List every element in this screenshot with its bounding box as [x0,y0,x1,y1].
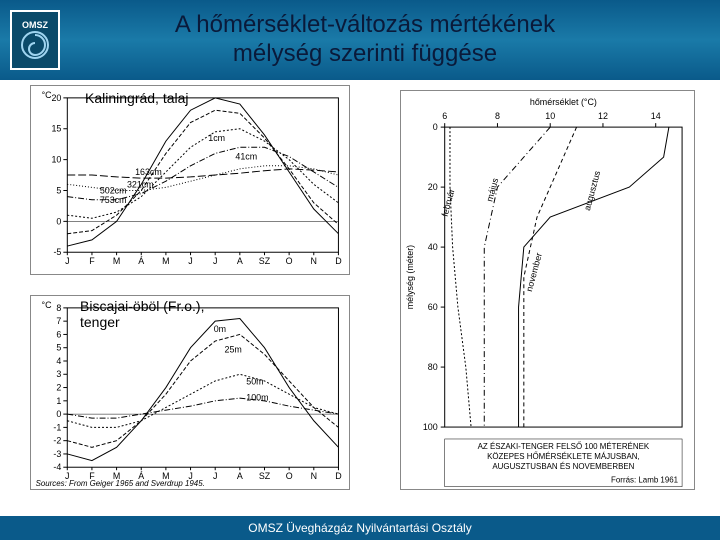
svg-text:-1: -1 [53,422,61,432]
svg-text:7: 7 [56,316,61,326]
content-area: Kaliningrád, talaj -505101520°CJFMÁMJJAS… [0,80,720,516]
svg-text:3: 3 [56,369,61,379]
svg-text:8: 8 [56,303,61,313]
svg-text:20: 20 [51,93,61,103]
svg-text:15: 15 [51,124,61,134]
svg-text:0m: 0m [214,324,226,334]
svg-text:163cm: 163cm [135,167,162,177]
svg-text:AUGUSZTUSBAN ÉS NOVEMBERBEN: AUGUSZTUSBAN ÉS NOVEMBERBEN [492,462,634,471]
svg-text:°C: °C [42,90,53,100]
svg-text:1cm: 1cm [208,133,225,143]
svg-text:10: 10 [51,155,61,165]
svg-text:41cm: 41cm [235,152,257,162]
svg-text:°C: °C [42,300,53,310]
svg-text:M: M [113,256,120,266]
svg-text:2: 2 [56,383,61,393]
svg-text:50m: 50m [246,376,263,386]
kaliningrad-chart: -5 0 5 10 15 20°C J F M Á M J J A SZ O N D 1cm 41cm 163cm 321… [30,85,350,275]
svg-text:100m: 100m [246,392,268,402]
svg-text:A: A [237,471,243,481]
svg-text:J: J [213,471,217,481]
svg-text:6: 6 [56,329,61,339]
svg-text:-4: -4 [53,462,61,472]
svg-text:Á: Á [138,256,144,266]
svg-text:hőmérséklet (°C): hőmérséklet (°C) [530,97,597,107]
svg-text:-5: -5 [53,247,61,257]
svg-text:Sources: From Geiger 1965 and: Sources: From Geiger 1965 and Sverdrup 1… [36,479,205,488]
svg-text:8: 8 [495,111,500,121]
svg-text:0: 0 [56,216,61,226]
header: OMSZ A hőmérséklet-változás mértékének m… [0,0,720,80]
title-line1: A hőmérséklet-változás mértékének [175,11,555,38]
svg-text:Forrás: Lamb 1961: Forrás: Lamb 1961 [611,476,679,485]
svg-text:D: D [335,471,341,481]
svg-text:40: 40 [428,242,438,252]
footer-text: OMSZ Üvegházgáz Nyilvántartási Osztály [248,521,471,535]
svg-text:M: M [162,256,169,266]
svg-text:augusztus: augusztus [582,169,602,211]
svg-text:14: 14 [651,111,661,121]
svg-text:12: 12 [598,111,608,121]
svg-text:N: N [311,471,317,481]
svg-text:SZ: SZ [259,256,271,266]
svg-text:321cm: 321cm [127,179,154,189]
svg-text:0: 0 [433,122,438,132]
svg-text:20: 20 [428,182,438,192]
svg-text:10: 10 [545,111,555,121]
omsz-logo: OMSZ [10,10,60,70]
svg-text:N: N [311,256,317,266]
svg-text:1: 1 [56,396,61,406]
svg-text:D: D [335,256,341,266]
svg-text:25m: 25m [225,344,242,354]
svg-text:F: F [89,256,95,266]
svg-text:J: J [65,256,69,266]
svg-text:május: május [484,177,500,203]
svg-text:J: J [213,256,217,266]
svg-text:5: 5 [56,185,61,195]
svg-text:AZ ÉSZAKI-TENGER FELSŐ 100 MÉT: AZ ÉSZAKI-TENGER FELSŐ 100 MÉTERÉNEK [478,442,650,451]
svg-text:5: 5 [56,343,61,353]
svg-text:KÖZEPES HŐMÉRSÉKLETE MÁJUSBAN,: KÖZEPES HŐMÉRSÉKLETE MÁJUSBAN, [487,452,640,461]
svg-text:-2: -2 [53,436,61,446]
svg-text:O: O [286,471,293,481]
page-title: A hőmérséklet-változás mértékének mélysé… [60,11,720,69]
logo-text: OMSZ [22,20,48,30]
kaliningrad-label: Kaliningrád, talaj [85,90,189,106]
svg-text:J: J [188,256,192,266]
svg-text:O: O [286,256,293,266]
swirl-icon [20,30,50,60]
svg-text:0: 0 [56,409,61,419]
svg-text:mélység (méter): mélység (méter) [405,245,415,309]
svg-text:-3: -3 [53,449,61,459]
svg-text:4: 4 [56,356,61,366]
svg-text:100: 100 [423,422,438,432]
footer: OMSZ Üvegházgáz Nyilvántartási Osztály [0,516,720,540]
biscay-label: Biscajai-öböl (Fr.o.), tenger [80,298,204,330]
svg-text:november: november [524,252,544,293]
svg-text:80: 80 [428,362,438,372]
title-line2: mélység szerinti függése [233,40,497,67]
north-sea-chart: hőmérséklet (°C) 6 8 10 12 14 0 20 40 60 80 100 mély… [400,90,695,490]
svg-text:753cm: 753cm [100,195,127,205]
svg-text:SZ: SZ [259,471,271,481]
svg-text:február: február [440,188,457,218]
svg-text:6: 6 [442,111,447,121]
svg-text:A: A [237,256,243,266]
svg-text:60: 60 [428,302,438,312]
